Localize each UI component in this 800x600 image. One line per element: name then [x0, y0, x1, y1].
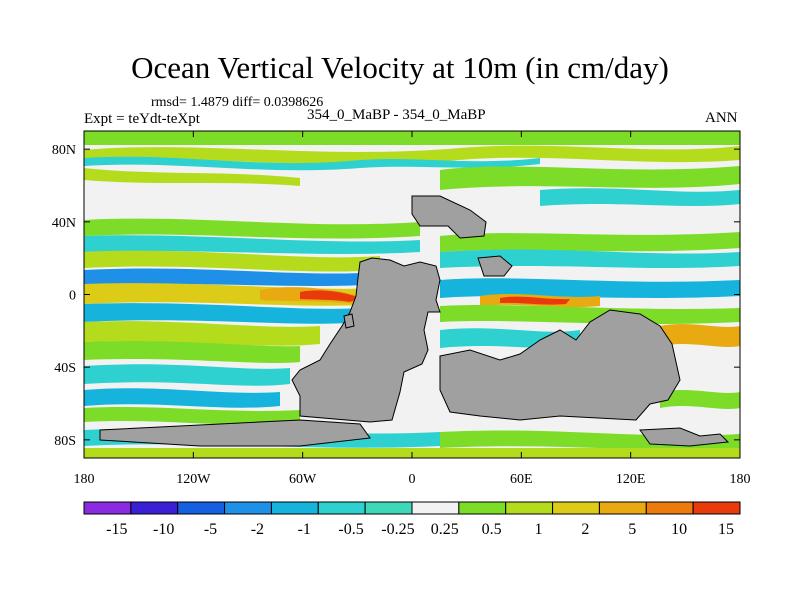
lat-tick-label: 40S	[54, 361, 76, 376]
lon-tick-label: 180	[74, 472, 95, 487]
colorbar-swatch	[692, 501, 741, 515]
longitude-axis: 180 120W 60W 0 60E 120E 180	[74, 131, 751, 487]
colorbar-label: 1	[535, 521, 543, 538]
lat-tick-label: 40N	[52, 216, 76, 231]
experiment-label: Expt = teYdt-teXpt	[84, 111, 200, 127]
colorbar-label: 10	[671, 521, 687, 538]
land-island-east	[639, 427, 730, 447]
lon-tick-label: 60W	[289, 472, 317, 487]
colorbar-label: 0.25	[431, 521, 459, 538]
lat-tick-label: 0	[69, 289, 76, 304]
land-indian-ocean-continent	[439, 309, 681, 421]
colorbar-swatch	[505, 501, 554, 515]
colorbar-swatch	[270, 501, 319, 515]
colorbar-swatch	[598, 501, 647, 515]
land-south-cap	[99, 419, 371, 447]
lat-tick-label: 80N	[52, 143, 76, 158]
colorbar-swatch	[364, 501, 413, 515]
lat-tick-label: 80S	[54, 434, 76, 449]
colorbar-swatch	[552, 501, 600, 515]
land-asia-mid	[477, 255, 513, 277]
lon-tick-label: 180	[730, 472, 751, 487]
colorbar-swatch	[224, 501, 272, 515]
contour-map-area	[84, 131, 740, 458]
colorbar-label: -1	[298, 521, 311, 538]
colorbar-label: -0.25	[381, 521, 414, 538]
colorbar-label: -10	[153, 521, 174, 538]
colorbar-label: -0.5	[338, 521, 363, 538]
lon-tick-label: 120E	[616, 472, 646, 487]
map-title: Ocean Vertical Velocity at 10m (in cm/da…	[131, 50, 669, 85]
colorbar-swatch	[177, 501, 226, 515]
land-masses	[99, 195, 730, 447]
colorbar-label: 2	[581, 521, 589, 538]
colorbar-label: 5	[628, 521, 636, 538]
colorbar-swatch	[411, 501, 460, 515]
lon-tick-label: 0	[409, 472, 416, 487]
land-island-small	[343, 313, 355, 329]
case-info-label: 354_0_MaBP - 354_0_MaBP	[307, 107, 486, 123]
lon-tick-label: 60E	[510, 472, 533, 487]
velocity-field	[84, 131, 740, 458]
land-africa-americas	[291, 257, 441, 423]
colorbar-swatch	[645, 501, 694, 515]
colorbar-swatch	[458, 501, 507, 515]
lon-tick-label: 120W	[176, 472, 211, 487]
latitude-axis: 80N 40N 0 40S 80S	[52, 143, 740, 449]
colorbar-label: -15	[106, 521, 127, 538]
rmsd-diff-stats: rmsd= 1.4879 diff= 0.0398626	[151, 95, 324, 110]
colorbar-swatch	[130, 501, 179, 515]
colorbar-swatch	[317, 501, 366, 515]
colorbar-swatch	[83, 501, 132, 515]
season-label: ANN	[705, 110, 738, 126]
colorbar: -15 -10 -5 -2 -1 -0.5 -0.25 0.25 0.5 1 2 5 10 15	[83, 501, 741, 538]
colorbar-label: -5	[204, 521, 217, 538]
colorbar-label: -2	[251, 521, 264, 538]
colorbar-label: 0.5	[482, 521, 502, 538]
colorbar-label: 15	[718, 521, 734, 538]
land-eurasia	[411, 195, 487, 239]
